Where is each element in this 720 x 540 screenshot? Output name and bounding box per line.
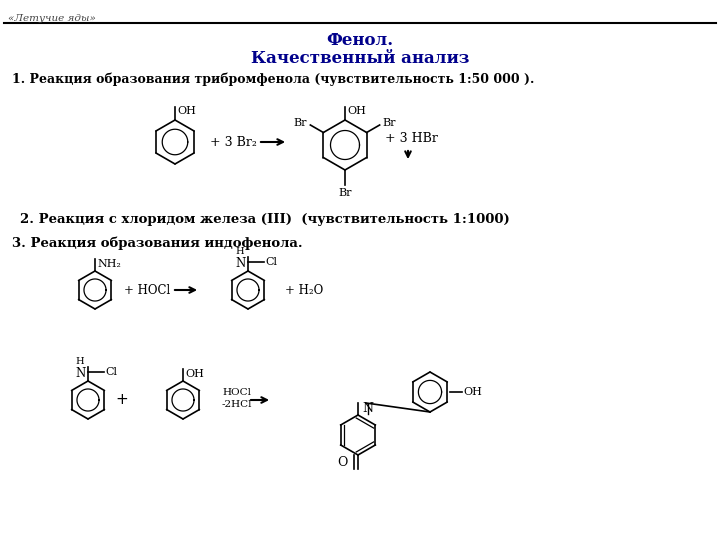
Text: «Летучие яды»: «Летучие яды» [8,14,96,23]
Text: Br: Br [338,188,352,198]
Text: Cl: Cl [105,367,117,377]
Text: Br: Br [294,118,307,128]
Text: N: N [362,402,373,415]
Text: OH: OH [463,387,482,397]
Text: Cl: Cl [265,257,277,267]
Text: 2. Реакция с хлоридом железа (III)  (чувствительность 1:1000): 2. Реакция с хлоридом железа (III) (чувс… [20,213,510,226]
Text: Br: Br [382,118,396,128]
Text: + HOCl: + HOCl [124,284,170,296]
Text: O: O [337,456,347,469]
Text: + 3 HBr: + 3 HBr [385,132,438,145]
Text: OH: OH [347,106,366,116]
Text: Качественный анализ: Качественный анализ [251,50,469,67]
Text: N: N [235,257,246,270]
Text: H: H [235,247,244,256]
Text: Фенол.: Фенол. [326,32,394,49]
Text: + 3 Br₂: + 3 Br₂ [210,136,257,148]
Text: NH₂: NH₂ [97,259,121,269]
Text: 3. Реакция образования индофенола.: 3. Реакция образования индофенола. [12,237,302,251]
Text: OH: OH [177,106,196,116]
Text: + H₂O: + H₂O [285,284,323,296]
Text: -2HCl: -2HCl [222,400,252,409]
Text: N: N [76,367,86,380]
Text: OH: OH [185,369,204,379]
Text: +: + [116,393,128,408]
Text: H: H [76,357,84,366]
Text: HOCl: HOCl [222,388,251,397]
Text: 1. Реакция образования трибромфенола (чувствительность 1:50 000 ).: 1. Реакция образования трибромфенола (чу… [12,72,534,85]
